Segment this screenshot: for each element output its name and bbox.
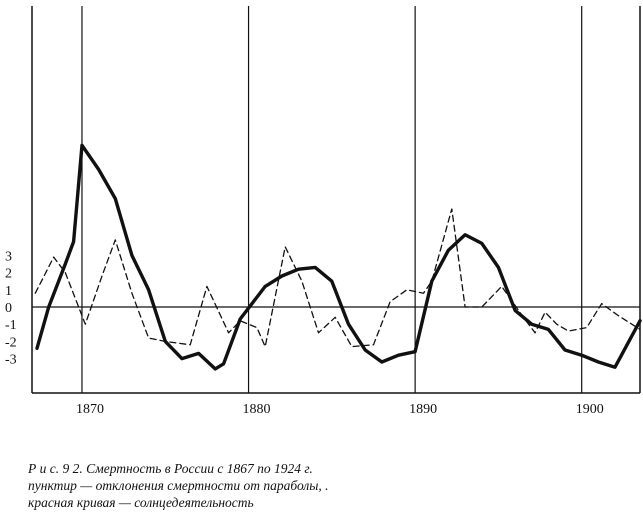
series-group [34, 143, 642, 371]
y-tick-label-2: 2 [5, 267, 12, 282]
caption-line-1: Р и с. 9 2. Смертность в России с 1867 п… [28, 461, 313, 476]
chart: 3 2 1 0 -1 -2 -3 1870 1880 1890 1900 [5, 6, 642, 417]
caption-line-3: красная кривая — солнцедеятельность [28, 495, 254, 510]
plot-frame [31, 6, 641, 394]
y-tick-label--2: -2 [5, 335, 17, 350]
caption-line-2: пунктир — отклонения смертности от параб… [28, 478, 329, 493]
x-tick-label-1870: 1870 [76, 402, 104, 417]
y-tick-label--3: -3 [5, 353, 17, 368]
vertical-gridlines [81, 6, 583, 393]
y-tick-label--1: -1 [5, 318, 17, 333]
y-tick-label-1: 1 [5, 284, 12, 299]
y-tick-label-3: 3 [5, 249, 12, 264]
x-tick-label-1890: 1890 [409, 402, 437, 417]
x-tick-label-1900: 1900 [576, 402, 604, 417]
y-tick-label-0: 0 [5, 301, 12, 316]
figure-caption: Р и с. 9 2. Смертность в России с 1867 п… [28, 460, 628, 511]
series-line-solid [35, 143, 642, 371]
series-line-dashed [34, 208, 641, 348]
y-axis-ticks: 3 2 1 0 -1 -2 -3 [5, 249, 17, 367]
x-axis-ticks: 1870 1880 1890 1900 [76, 402, 604, 417]
x-tick-label-1880: 1880 [243, 402, 271, 417]
